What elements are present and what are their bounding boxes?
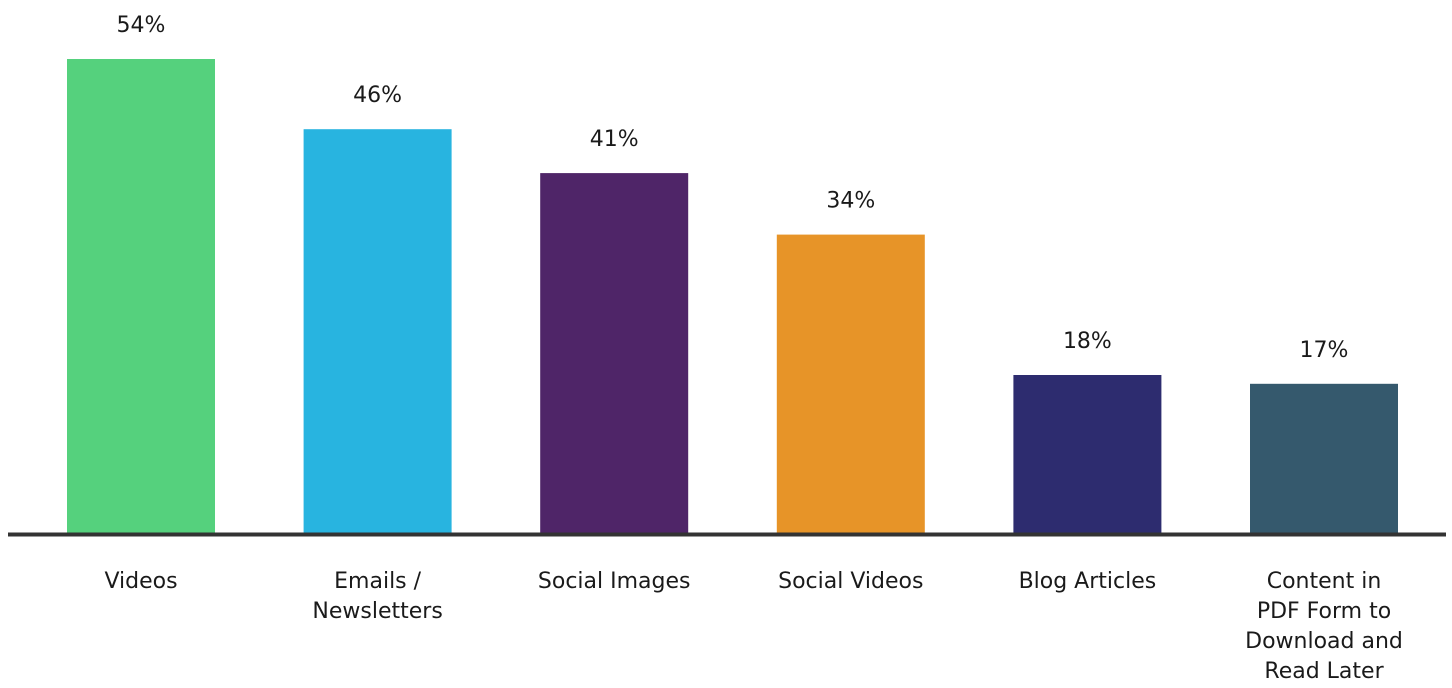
category-label-5: Blog Articles	[1019, 569, 1157, 594]
category-label-line: Emails /	[334, 569, 421, 594]
category-label-2: Emails / Newsletters	[312, 569, 442, 624]
category-label-line: Videos	[104, 569, 177, 594]
category-label-line: Newsletters	[312, 599, 442, 624]
category-label-line: Social Videos	[778, 569, 923, 594]
category-label-line: Content in	[1267, 569, 1382, 594]
category-label-line: Read Later	[1264, 659, 1384, 684]
bar-3	[540, 173, 689, 533]
category-label-line: Social Images	[538, 569, 691, 594]
bar-5	[1013, 375, 1162, 533]
bar-6	[1250, 383, 1398, 533]
value-label-3: 41%	[590, 127, 639, 152]
category-label-line: Download and	[1245, 629, 1403, 654]
value-label-6: 17%	[1300, 338, 1349, 363]
category-labels-group: Videos Emails / Newsletters Social Images So…	[104, 569, 1402, 684]
value-label-5: 18%	[1063, 329, 1112, 354]
bar-1	[67, 59, 215, 533]
category-label-1: Videos	[104, 569, 177, 594]
value-label-1: 54%	[117, 13, 166, 38]
bar-4	[776, 234, 925, 533]
bar-2	[303, 129, 452, 533]
category-label-line: Blog Articles	[1019, 569, 1157, 594]
value-labels-group: 54% 46% 41% 34% 18% 17%	[117, 13, 1349, 363]
category-label-line: PDF Form to	[1257, 599, 1391, 624]
value-label-2: 46%	[353, 83, 402, 108]
category-label-4: Social Videos	[778, 569, 923, 594]
category-label-3: Social Images	[538, 569, 691, 594]
bars-group	[67, 59, 1398, 533]
category-label-6: Content in PDF Form to Download and Read La…	[1245, 569, 1403, 684]
value-label-4: 34%	[826, 189, 875, 214]
